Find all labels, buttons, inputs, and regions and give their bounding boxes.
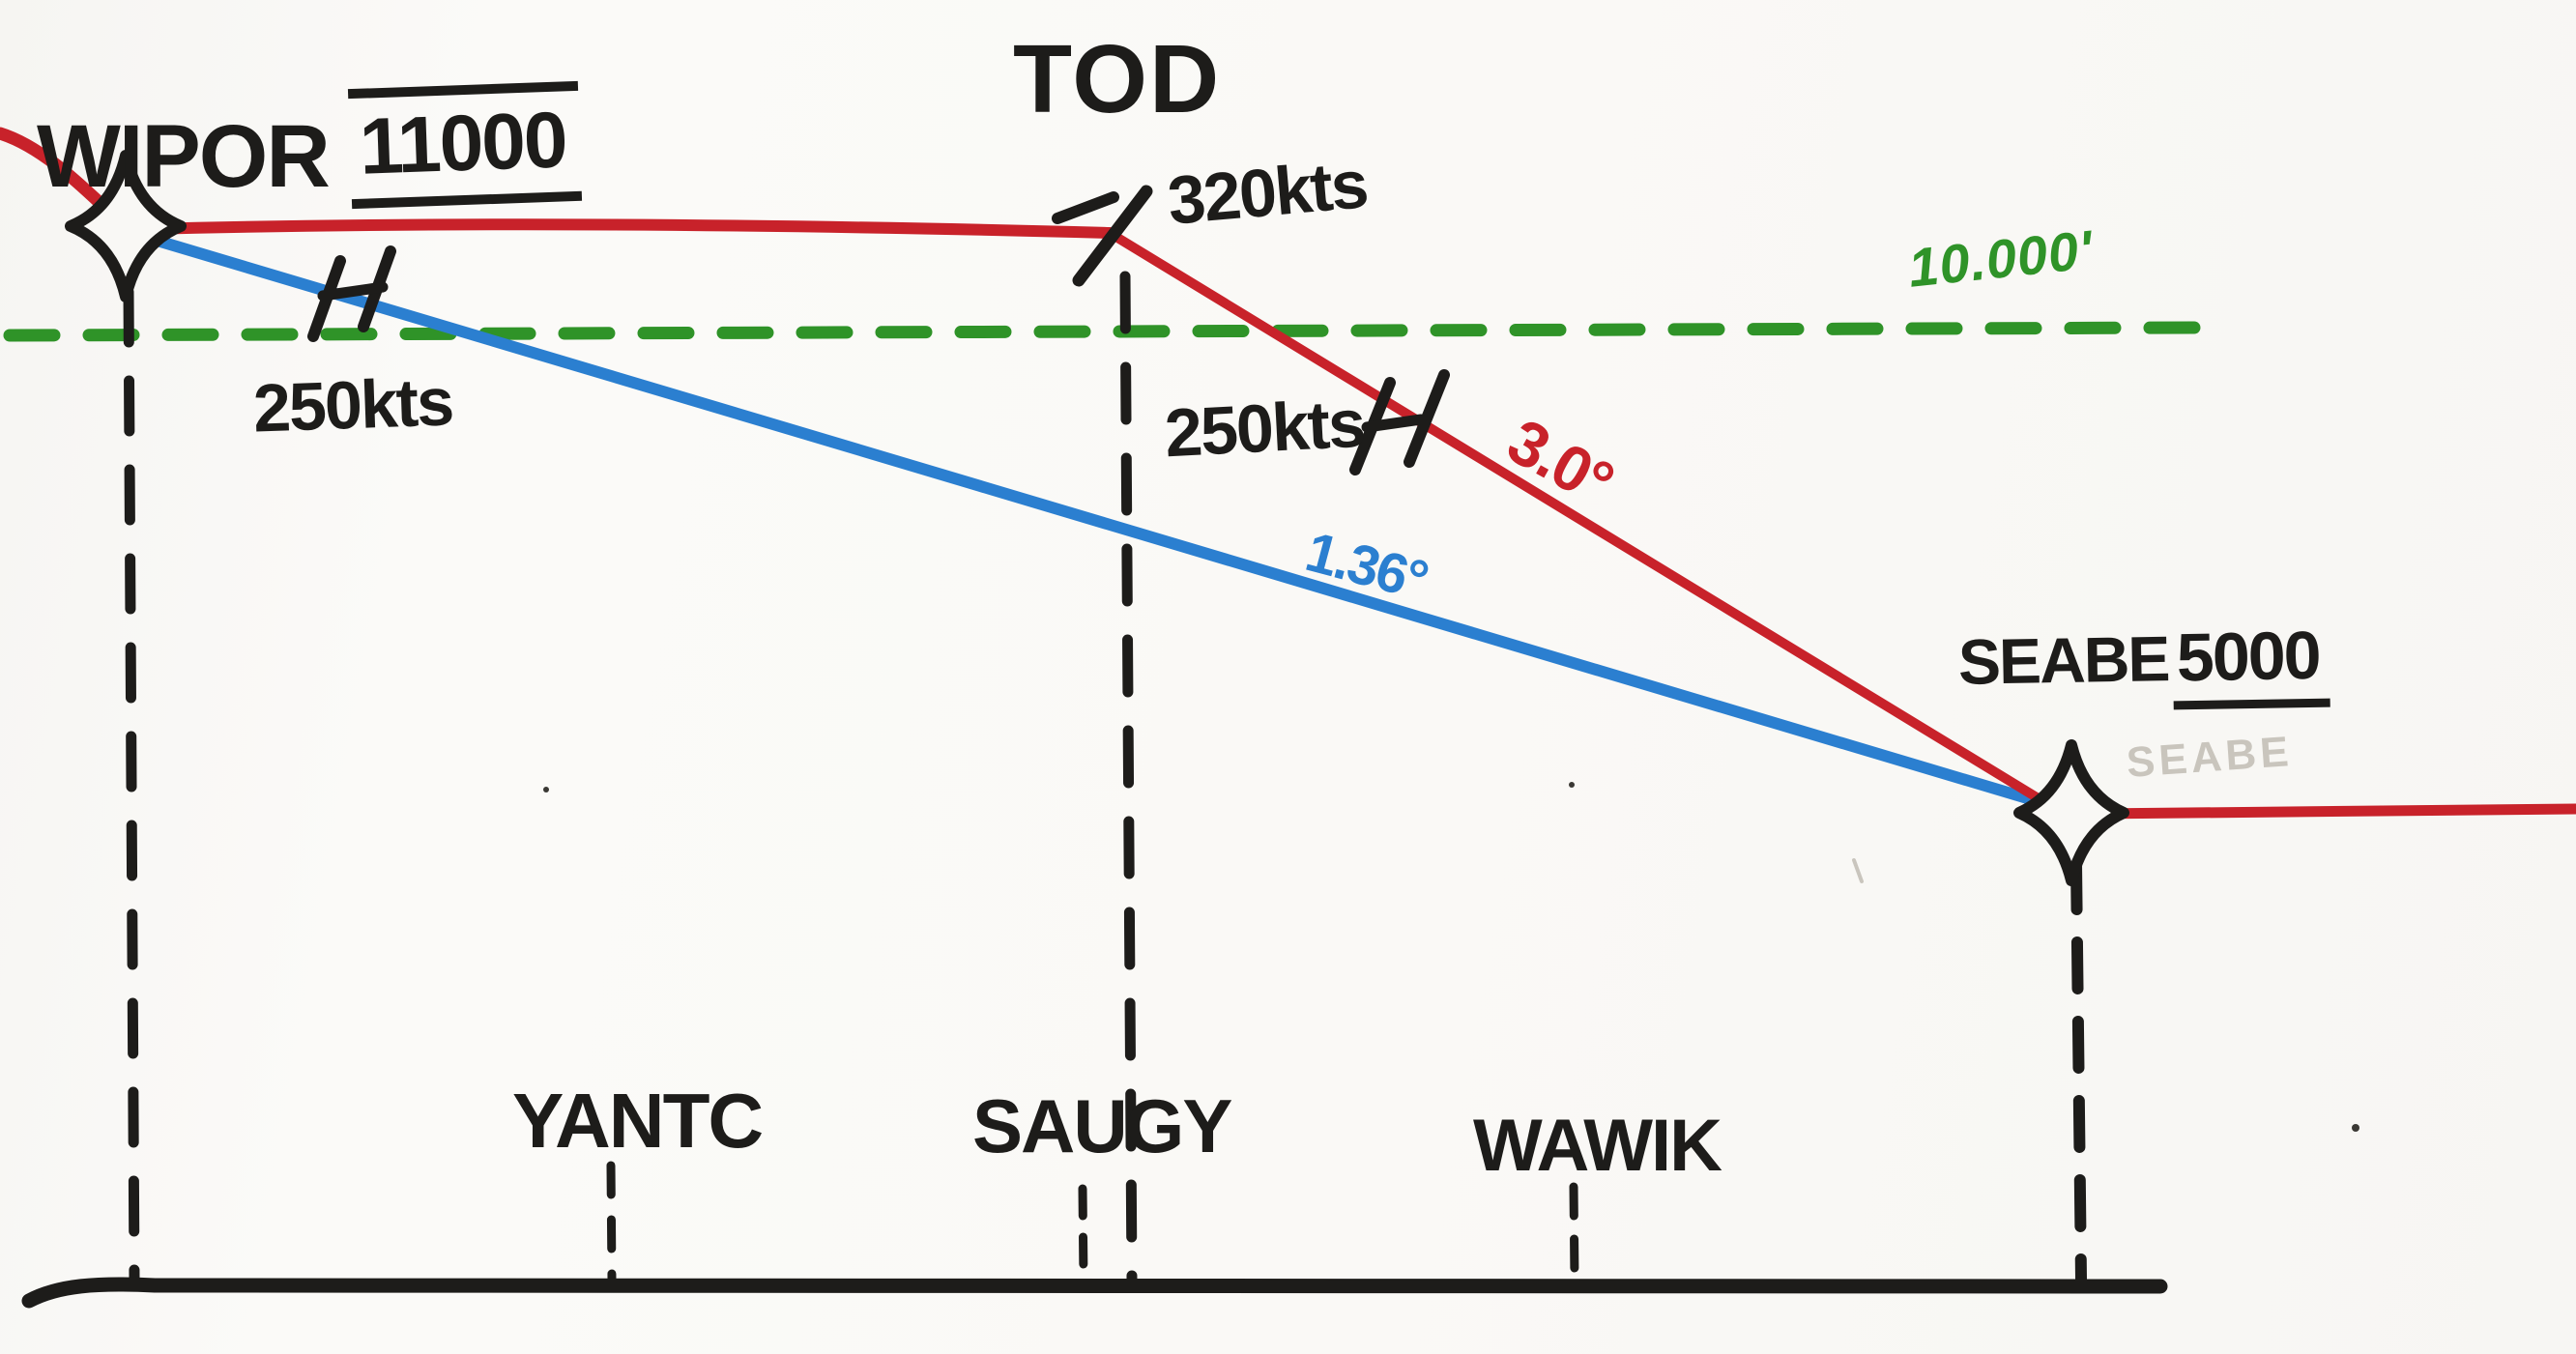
- pencil-stray-mark: [1852, 858, 1864, 883]
- tod-slash-mark: [1052, 185, 1153, 287]
- red-descent-path: [1105, 228, 2054, 810]
- speed-restriction-after-wipor-label: 250kts: [251, 363, 454, 447]
- yantc-tick-dashed-line: [606, 1161, 617, 1284]
- wawik-label: WAWIK: [1473, 1105, 1722, 1187]
- ground-line: [21, 1277, 2168, 1309]
- tod-vertical-dashed-line: [1119, 271, 1138, 1285]
- speed-hash-mark-blue: [307, 245, 396, 342]
- blue-descent-path: [145, 233, 2049, 809]
- paper-speck: [1569, 782, 1575, 788]
- seabe-label: SEABE: [1957, 622, 2170, 698]
- wawik-tick-dashed-line: [1569, 1182, 1579, 1284]
- seabe-vertical-dashed-line: [2070, 857, 2087, 1285]
- wipor-vertical-dashed-line: [123, 286, 140, 1285]
- red-cruise-segment: [141, 218, 1115, 239]
- altitude-10000-dashed-line: [3, 321, 2203, 342]
- paper-speck: [543, 787, 549, 792]
- tod-speed-label: 320kts: [1164, 146, 1370, 239]
- seabe-waypoint-star-icon: [2013, 739, 2129, 886]
- saugy-label: SAUGY: [972, 1083, 1232, 1168]
- speed-restriction-on-descent-label: 250kts: [1163, 385, 1366, 472]
- paper-speck: [2352, 1124, 2359, 1132]
- seabe-altitude-label: 5000: [2172, 618, 2330, 710]
- wipor-label: WIPOR: [37, 107, 331, 206]
- yantc-label: YANTC: [512, 1078, 764, 1164]
- speed-hash-mark-red: [1349, 369, 1450, 475]
- wipor-waypoint-star-icon: [65, 150, 187, 302]
- seabe-pencil-ghost-label: SEABE: [2125, 728, 2295, 787]
- saugy-tick-dashed-line: [1078, 1184, 1088, 1284]
- wipor-altitude-label: 11000: [347, 80, 582, 210]
- red-level-segment-after-seabe: [2090, 803, 2576, 820]
- tod-label: TOD: [1013, 25, 1222, 133]
